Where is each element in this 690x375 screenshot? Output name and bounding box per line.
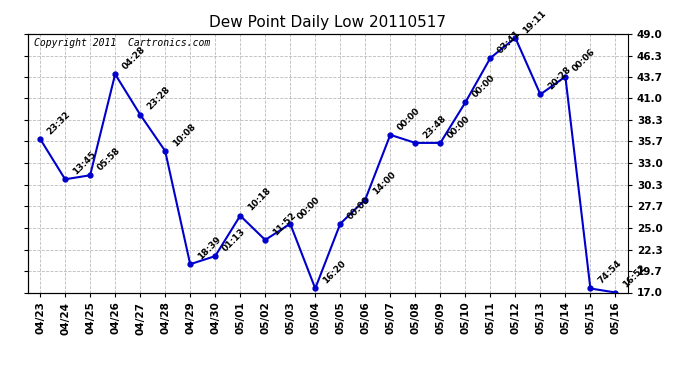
Text: 00:00: 00:00	[296, 195, 322, 221]
Text: 00:00: 00:00	[471, 74, 497, 100]
Text: 01:13: 01:13	[221, 227, 247, 254]
Text: 03:41: 03:41	[496, 28, 522, 55]
Text: 11:52: 11:52	[270, 210, 297, 237]
Text: 04:28: 04:28	[121, 45, 147, 71]
Text: 23:28: 23:28	[146, 85, 172, 112]
Text: 10:18: 10:18	[246, 186, 273, 213]
Text: 19:11: 19:11	[521, 8, 548, 35]
Text: 00:00: 00:00	[396, 106, 422, 132]
Text: 16:20: 16:20	[321, 259, 347, 286]
Text: 16:52: 16:52	[621, 263, 647, 290]
Text: 10:08: 10:08	[170, 122, 197, 148]
Text: Copyright 2011  Cartronics.com: Copyright 2011 Cartronics.com	[34, 38, 210, 48]
Text: 05:58: 05:58	[96, 146, 122, 172]
Text: 18:39: 18:39	[196, 235, 222, 261]
Text: 00:00: 00:00	[446, 114, 472, 140]
Text: 23:32: 23:32	[46, 110, 72, 136]
Text: 23:48: 23:48	[421, 114, 448, 140]
Text: 20:28: 20:28	[546, 65, 573, 92]
Text: 00:00: 00:00	[346, 195, 372, 221]
Text: 74:54: 74:54	[596, 259, 623, 286]
Text: 14:00: 14:00	[371, 170, 397, 197]
Text: 13:45: 13:45	[70, 150, 97, 177]
Text: 00:06: 00:06	[571, 48, 598, 74]
Title: Dew Point Daily Low 20110517: Dew Point Daily Low 20110517	[209, 15, 446, 30]
